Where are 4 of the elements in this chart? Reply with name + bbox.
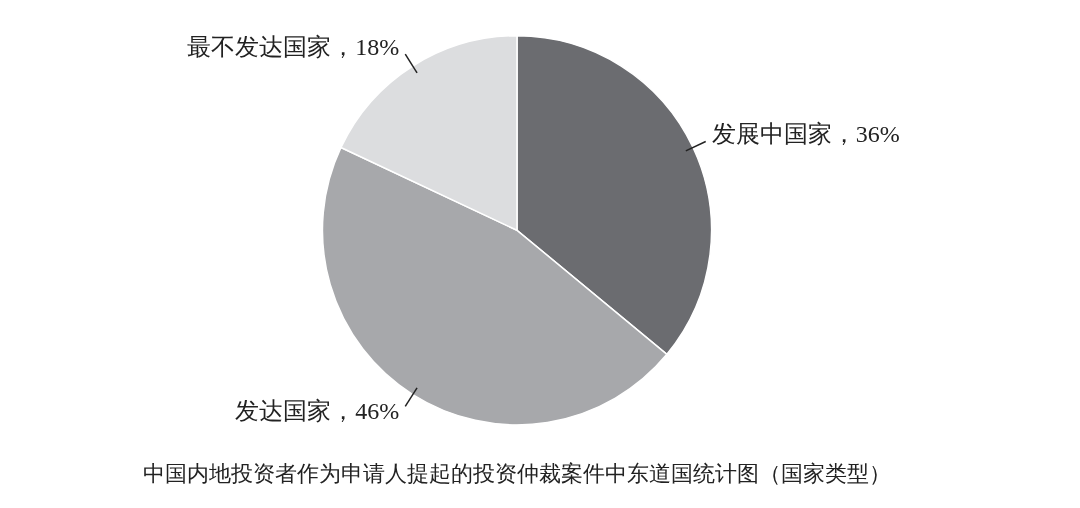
slice-label: 发达国家，46% <box>235 397 400 424</box>
text: 中国内地投资者作为申请人提起的投资仲裁案件中东道国统计图（国家类型） <box>143 460 891 486</box>
slice-label: 最不发达国家，18% <box>187 33 400 60</box>
slice-label: 发展中国家，36% <box>711 120 900 147</box>
